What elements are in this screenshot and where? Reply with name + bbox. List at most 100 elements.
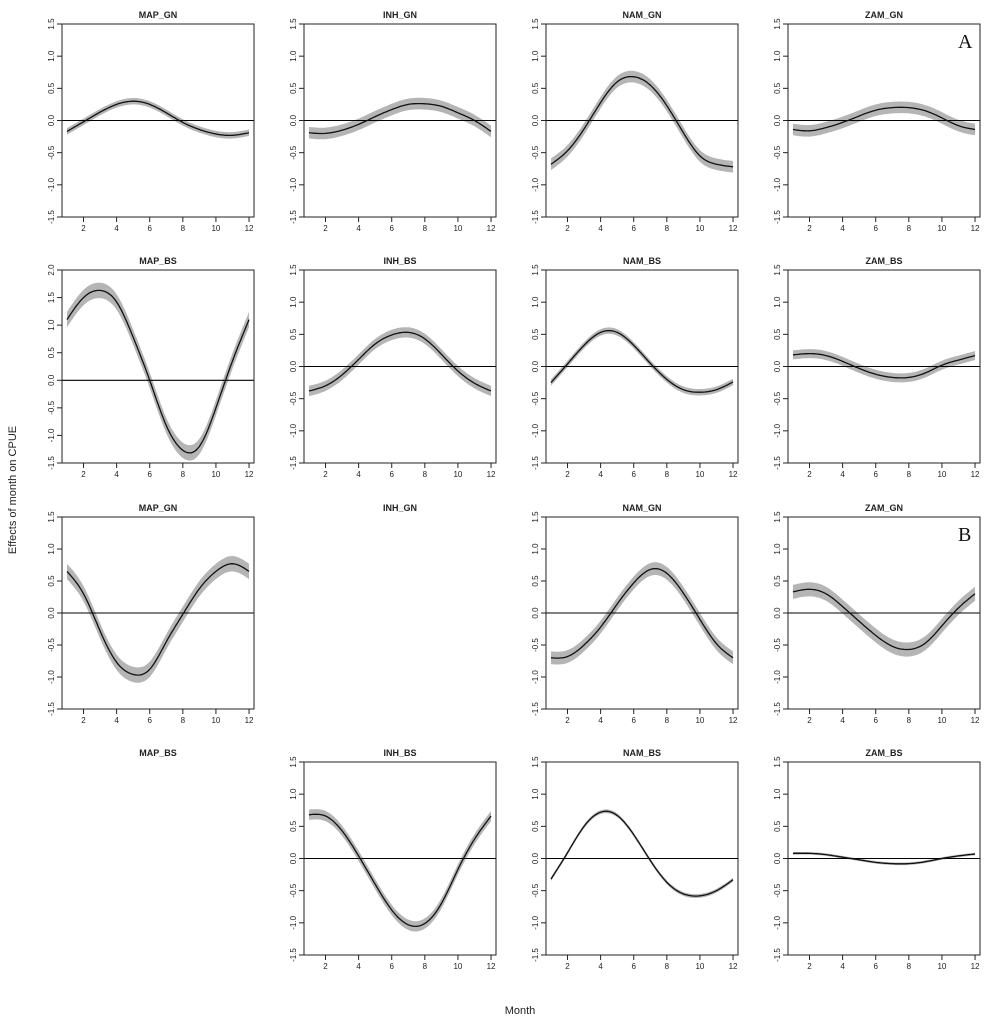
- x-tick-label: 6: [631, 962, 636, 971]
- x-tick-label: 12: [729, 470, 738, 479]
- y-tick-label: -1.0: [47, 670, 56, 684]
- x-tick-label: 8: [665, 224, 670, 233]
- x-tick-label: 8: [181, 470, 186, 479]
- panel-map-gn: MAP_GN 2 4 6 8 10 12 -1.5 -1.0 -0.5 0.0 0.5 1.0 1.5: [47, 503, 255, 725]
- y-tick-label: 1.5: [289, 756, 298, 768]
- y-tick-label: -1.0: [531, 915, 540, 929]
- y-tick-label: -1.5: [773, 702, 782, 716]
- y-tick-label: -1.5: [531, 210, 540, 224]
- panel-nam-gn: NAM_GN 2 4 6 8 10 12 -1.5 -1.0 -0.5 0.0 0.5 1.0 1.5: [531, 10, 739, 233]
- x-tick-label: 10: [211, 470, 220, 479]
- x-tick-label: 8: [665, 716, 670, 725]
- x-tick-label: 12: [971, 470, 980, 479]
- panel-grid: MAP_GN 2 4 6 8 10 12 -1.5 -1.0 -0.5 0.0 0.5 1.0 1.5 IN…: [47, 10, 981, 971]
- x-tick-label: 2: [807, 470, 812, 479]
- y-tick-label: 1.5: [773, 264, 782, 276]
- panel-map-bs: MAP_BS: [139, 748, 177, 758]
- y-tick-label: 1.0: [47, 319, 56, 331]
- confidence-band: [67, 282, 249, 461]
- confidence-band: [793, 852, 975, 866]
- panel-title: INH_GN: [383, 10, 417, 20]
- y-tick-label: 0.5: [289, 328, 298, 340]
- x-tick-label: 2: [323, 224, 328, 233]
- x-tick-label: 6: [389, 224, 394, 233]
- y-tick-label: -0.5: [531, 638, 540, 652]
- x-tick-label: 8: [181, 224, 186, 233]
- panel-letter-a: A: [958, 31, 973, 53]
- x-tick-label: 10: [211, 224, 220, 233]
- x-tick-label: 12: [487, 470, 496, 479]
- x-tick-label: 2: [323, 470, 328, 479]
- y-tick-label: 0.0: [773, 852, 782, 864]
- y-tick-label: 1.0: [47, 50, 56, 62]
- y-tick-label: 0.0: [47, 607, 56, 619]
- x-tick-label: 4: [356, 962, 361, 971]
- x-tick-label: 4: [114, 716, 119, 725]
- y-tick-label: -0.5: [531, 391, 540, 405]
- panel-map-bs: MAP_BS 2 4 6 8 10 12 -1.5 -1.0 -0.5 0.0 0.5 1.0 1.5 2.…: [47, 256, 255, 479]
- panel-title: INH_BS: [383, 256, 416, 266]
- panel-title: MAP_GN: [139, 10, 178, 20]
- y-tick-label: 1.0: [531, 788, 540, 800]
- y-tick-label: -1.5: [47, 210, 56, 224]
- y-tick-label: -1.0: [531, 177, 540, 191]
- x-tick-label: 10: [695, 716, 704, 725]
- y-tick-label: 1.0: [773, 296, 782, 308]
- y-tick-label: 0.0: [289, 360, 298, 372]
- y-tick-label: 0.0: [773, 607, 782, 619]
- y-tick-label: 2.0: [47, 264, 56, 276]
- panel-nam-bs: NAM_BS 2 4 6 8 10 12 -1.5 -1.0 -0.5 0.0 0.5 1.0 1.5: [531, 748, 739, 971]
- y-tick-label: 1.0: [531, 50, 540, 62]
- y-tick-label: 0.0: [531, 114, 540, 126]
- x-tick-label: 12: [729, 962, 738, 971]
- x-tick-label: 2: [81, 224, 86, 233]
- y-tick-label: 0.0: [47, 114, 56, 126]
- x-tick-label: 2: [807, 962, 812, 971]
- x-tick-label: 12: [971, 224, 980, 233]
- y-tick-label: 0.0: [531, 852, 540, 864]
- y-tick-label: -0.5: [773, 638, 782, 652]
- y-tick-label: 0.0: [289, 114, 298, 126]
- panel-title: MAP_BS: [139, 256, 177, 266]
- y-tick-label: 1.0: [289, 50, 298, 62]
- y-tick-label: -0.5: [47, 400, 56, 414]
- panel-title: MAP_GN: [139, 503, 178, 513]
- y-tick-label: -1.5: [289, 456, 298, 470]
- y-tick-label: -1.0: [289, 177, 298, 191]
- panel-title: ZAM_BS: [865, 748, 902, 758]
- x-tick-label: 10: [211, 716, 220, 725]
- x-tick-label: 4: [840, 716, 845, 725]
- y-tick-label: 0.0: [289, 852, 298, 864]
- y-tick-label: 0.5: [289, 82, 298, 94]
- x-tick-label: 4: [598, 470, 603, 479]
- panel-inh-bs: INH_BS 2 4 6 8 10 12 -1.5 -1.0 -0.5 0.0 0.5 1.0 1.5: [289, 748, 497, 971]
- y-tick-label: 0.5: [773, 820, 782, 832]
- panel-inh-gn: INH_GN 2 4 6 8 10 12 -1.5 -1.0 -0.5 0.0 0.5 1.0 1.5: [289, 10, 497, 233]
- y-tick-label: 1.0: [531, 296, 540, 308]
- y-tick-label: -1.5: [531, 948, 540, 962]
- x-tick-label: 8: [181, 716, 186, 725]
- y-tick-label: 1.5: [531, 511, 540, 523]
- y-tick-label: 1.0: [531, 543, 540, 555]
- x-axis-title: Month: [505, 1005, 536, 1017]
- x-tick-label: 10: [453, 470, 462, 479]
- confidence-band: [309, 327, 491, 397]
- x-tick-label: 8: [423, 962, 428, 971]
- x-tick-label: 10: [937, 962, 946, 971]
- confidence-band: [793, 101, 975, 137]
- x-tick-label: 6: [147, 224, 152, 233]
- confidence-band: [793, 349, 975, 383]
- x-tick-label: 2: [565, 224, 570, 233]
- y-axis-title: Effects of month on CPUE: [7, 426, 19, 554]
- confidence-band: [67, 98, 249, 139]
- y-tick-label: 1.5: [773, 511, 782, 523]
- effect-curve: [308, 331, 492, 392]
- y-tick-label: 1.0: [289, 788, 298, 800]
- y-tick-label: 1.5: [47, 291, 56, 303]
- panel-nam-bs: NAM_BS 2 4 6 8 10 12 -1.5 -1.0 -0.5 0.0 0.5 1.0 1.5: [531, 256, 739, 479]
- x-tick-label: 10: [453, 962, 462, 971]
- y-tick-label: -0.5: [773, 145, 782, 159]
- y-tick-label: 0.0: [531, 360, 540, 372]
- confidence-band: [793, 582, 975, 657]
